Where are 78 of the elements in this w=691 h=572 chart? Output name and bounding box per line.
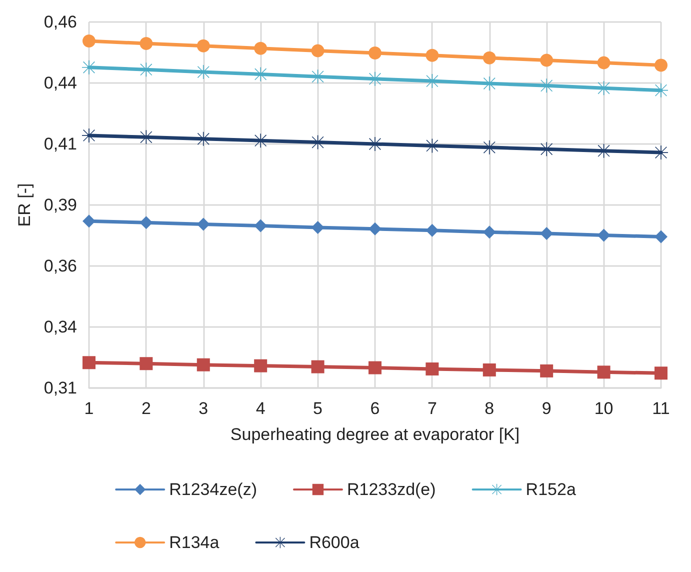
- x-tick-label: 2: [141, 399, 151, 418]
- legend-label: R152a: [526, 480, 576, 499]
- point: [254, 219, 268, 232]
- point: [196, 132, 210, 146]
- point: [654, 230, 668, 244]
- point: [310, 70, 325, 84]
- point: [140, 216, 153, 230]
- y-tick-label: 0,44: [44, 74, 77, 92]
- y-axis-title: ER [-]: [15, 183, 34, 227]
- y-tick-label: 0,36: [44, 256, 77, 276]
- point: [482, 363, 496, 376]
- point: [426, 224, 439, 237]
- point: [540, 364, 554, 378]
- point: [482, 140, 496, 154]
- point: [482, 51, 496, 64]
- point: [254, 42, 268, 55]
- point: [254, 359, 268, 372]
- point: [540, 142, 554, 156]
- x-tick-label: 11: [652, 399, 670, 418]
- point: [196, 39, 210, 52]
- point: [368, 46, 382, 60]
- point: [139, 62, 154, 77]
- x-tick-label: 9: [542, 399, 552, 418]
- x-tick-label: 6: [370, 399, 380, 418]
- point: [82, 214, 96, 228]
- x-tick-label: 1: [84, 399, 94, 418]
- point: [597, 228, 610, 242]
- point: [196, 358, 210, 372]
- legend-label: R1233zd(e): [346, 480, 436, 499]
- point: [254, 67, 268, 82]
- legend-label: R1234ze(z): [169, 480, 257, 499]
- point: [654, 366, 668, 380]
- point: [82, 128, 96, 142]
- x-tick-label: 7: [427, 399, 437, 418]
- point: [140, 357, 153, 370]
- legend-label: R134a: [169, 533, 220, 552]
- point: [196, 218, 210, 231]
- point: [540, 227, 554, 240]
- point: [368, 222, 382, 236]
- point: [540, 78, 554, 93]
- point: [311, 360, 324, 374]
- point: [426, 362, 439, 376]
- x-tick-label: 10: [594, 399, 614, 418]
- point: [82, 34, 96, 48]
- point: [139, 130, 154, 144]
- point: [311, 220, 324, 234]
- point: [82, 356, 96, 370]
- point: [482, 76, 496, 90]
- y-tick-label: 0,46: [44, 12, 77, 32]
- point: [140, 36, 153, 50]
- point: [82, 60, 96, 74]
- point: [540, 54, 554, 67]
- point: [597, 366, 610, 379]
- point: [368, 72, 382, 86]
- y-tick-label: 0,34: [44, 318, 77, 336]
- x-axis-title: Superheating degree at evaporator [K]: [230, 425, 520, 444]
- x-tick-label: 5: [313, 399, 323, 418]
- point: [368, 361, 382, 374]
- x-tick-label: 8: [484, 399, 494, 418]
- x-tick-label: 4: [256, 399, 266, 418]
- x-tick-label: 3: [198, 399, 208, 418]
- point: [654, 146, 668, 160]
- point: [597, 56, 610, 70]
- point: [425, 74, 440, 88]
- point: [654, 58, 668, 72]
- point: [482, 226, 496, 239]
- point: [596, 81, 611, 96]
- point: [311, 44, 324, 58]
- y-tick-label: 0,31: [44, 378, 77, 398]
- point: [196, 65, 210, 80]
- point: [654, 83, 668, 98]
- point: [596, 144, 611, 158]
- y-tick-label: 0,39: [44, 196, 77, 214]
- point: [368, 137, 382, 151]
- y-tick-label: 0,41: [44, 134, 77, 154]
- legend-label: R600a: [309, 533, 360, 552]
- point: [254, 134, 268, 148]
- point: [426, 48, 439, 62]
